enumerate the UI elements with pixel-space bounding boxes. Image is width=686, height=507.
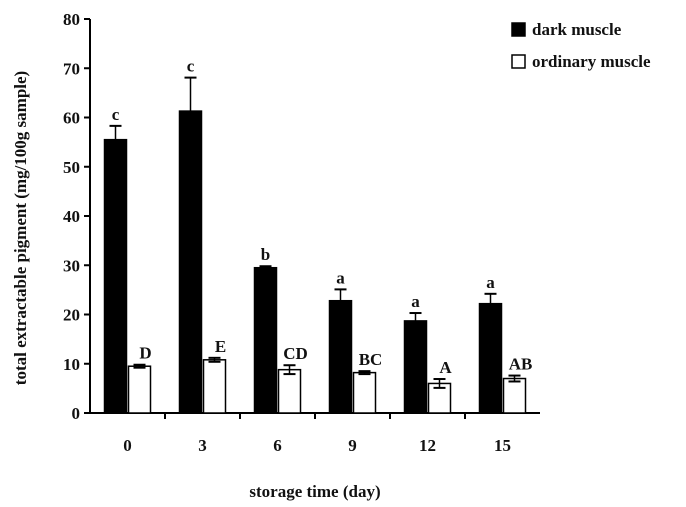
legend-label: dark muscle	[532, 20, 622, 39]
bar	[478, 302, 503, 414]
significance-label: c	[112, 105, 120, 124]
legend-label: ordinary muscle	[532, 52, 651, 71]
legend-swatch	[511, 22, 526, 37]
x-tick-label: 3	[198, 436, 207, 455]
x-tick-label: 0	[123, 436, 132, 455]
bar	[328, 299, 353, 414]
significance-label: CD	[283, 344, 308, 363]
y-tick-label: 40	[63, 207, 80, 226]
y-tick-label: 60	[63, 109, 80, 128]
y-tick-label: 80	[63, 10, 80, 29]
x-tick-label: 12	[419, 436, 436, 455]
significance-label: a	[336, 268, 345, 287]
bar	[127, 365, 152, 414]
bar	[502, 377, 527, 414]
x-axis-title: storage time (day)	[249, 482, 380, 501]
significance-label: c	[187, 57, 195, 76]
legend: dark muscle ordinary muscle	[511, 20, 651, 71]
y-tick-label: 50	[63, 158, 80, 177]
bar	[202, 359, 227, 414]
y-tick-label: 0	[72, 404, 81, 423]
bar	[403, 320, 428, 414]
significance-label: b	[261, 245, 270, 264]
axes: 0 10 20 30 40 50 60 70 80 0 3 6 9 12 15	[63, 10, 540, 455]
significance-label: BC	[359, 350, 383, 369]
x-tick-label: 6	[273, 436, 282, 455]
bar	[352, 371, 377, 414]
y-axis-title: total extractable pigment (mg/100g sampl…	[11, 71, 30, 385]
bar	[103, 138, 128, 414]
y-tick-label: 30	[63, 256, 80, 275]
legend-swatch	[511, 54, 526, 69]
significance-label: A	[439, 358, 452, 377]
significance-label: E	[215, 337, 226, 356]
significance-label: a	[411, 292, 420, 311]
x-tick-label: 15	[494, 436, 511, 455]
y-tick-label: 70	[63, 59, 80, 78]
bar	[178, 110, 203, 414]
y-tick-label: 10	[63, 355, 80, 374]
x-tick-label: 9	[348, 436, 357, 455]
y-axis-title-group: total extractable pigment (mg/100g sampl…	[11, 71, 30, 385]
significance-label: D	[139, 344, 151, 363]
bars: c Dc Eb CD a BC a Aa AB	[103, 57, 533, 414]
bar	[253, 266, 278, 414]
significance-label: AB	[509, 355, 533, 374]
significance-label: a	[486, 273, 495, 292]
y-tick-label: 20	[63, 306, 80, 325]
bar	[277, 368, 302, 414]
